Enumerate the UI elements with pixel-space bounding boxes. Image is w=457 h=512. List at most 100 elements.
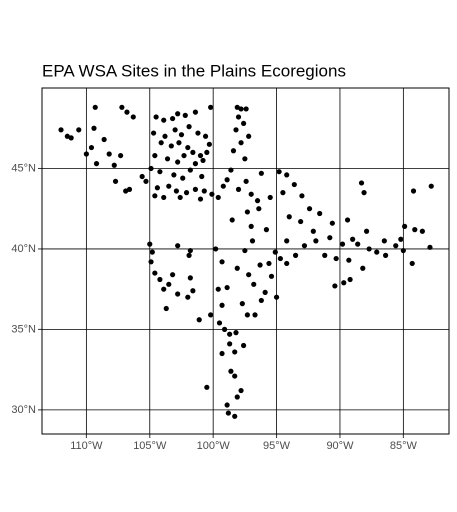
site-point: [83, 151, 89, 157]
site-point: [263, 227, 270, 233]
site-point: [224, 402, 230, 408]
site-point: [190, 288, 196, 294]
site-point: [215, 194, 221, 201]
site-point: [277, 255, 283, 262]
site-point: [88, 144, 95, 151]
site-point: [220, 183, 226, 189]
x-tick-label: 95°W: [263, 440, 291, 452]
site-point: [192, 186, 199, 192]
site-point: [400, 247, 406, 254]
site-point: [301, 243, 308, 249]
site-point: [306, 206, 313, 212]
site-point: [206, 141, 212, 147]
site-point: [161, 117, 167, 123]
x-tick-label: 85°W: [390, 440, 418, 452]
site-point: [178, 132, 185, 138]
x-tick-label: 100°W: [197, 440, 231, 452]
site-point: [412, 227, 418, 233]
site-point: [101, 136, 107, 143]
site-point: [229, 217, 235, 223]
site-point: [280, 190, 286, 196]
site-point: [266, 260, 272, 267]
site-point: [339, 241, 346, 247]
site-point: [149, 249, 155, 255]
site-point: [268, 273, 275, 279]
site-point: [158, 140, 164, 146]
site-point: [186, 252, 192, 258]
site-point: [273, 294, 280, 300]
site-point: [381, 238, 387, 244]
site-point: [204, 149, 210, 155]
site-point: [262, 289, 268, 295]
site-point: [166, 281, 172, 287]
site-point: [183, 190, 190, 196]
site-point: [238, 140, 244, 146]
site-point: [192, 161, 199, 167]
site-point: [322, 252, 328, 258]
site-point: [169, 272, 176, 278]
site-point: [148, 259, 154, 265]
site-point: [332, 283, 338, 289]
site-point: [187, 275, 193, 281]
site-point: [152, 193, 158, 199]
site-point: [92, 104, 98, 110]
site-point: [187, 247, 193, 254]
site-point: [341, 280, 347, 286]
site-point: [327, 235, 333, 241]
site-point: [233, 127, 239, 133]
x-tick-label: 90°W: [326, 440, 354, 452]
site-point: [161, 286, 167, 292]
site-point: [197, 152, 204, 159]
site-point: [227, 341, 233, 347]
site-point: [175, 243, 181, 249]
site-point: [242, 156, 248, 162]
site-point: [209, 191, 215, 197]
y-tick-label: 45°N: [11, 162, 36, 174]
site-point: [196, 317, 202, 323]
site-point: [243, 106, 249, 112]
site-point: [228, 167, 234, 173]
site-point: [291, 181, 297, 188]
y-tick-label: 30°N: [11, 404, 36, 416]
site-point: [147, 241, 153, 247]
site-point: [224, 177, 230, 183]
site-point: [157, 276, 163, 283]
site-point: [355, 241, 361, 247]
site-point: [215, 286, 221, 292]
site-point: [153, 114, 159, 120]
site-point: [168, 143, 174, 149]
site-point: [175, 111, 181, 117]
site-point: [276, 169, 282, 175]
site-point: [143, 178, 149, 184]
site-point: [208, 104, 214, 110]
site-point: [172, 127, 178, 133]
site-point: [251, 281, 257, 287]
site-point: [195, 130, 201, 136]
site-point: [91, 125, 97, 131]
site-point: [284, 172, 290, 178]
site-point: [202, 133, 209, 139]
site-point: [258, 297, 264, 304]
site-point: [346, 257, 352, 263]
site-point: [238, 387, 244, 394]
site-point: [93, 161, 100, 167]
site-point: [148, 165, 154, 172]
site-point: [169, 115, 176, 122]
site-point: [176, 140, 182, 146]
site-point: [242, 247, 248, 254]
site-point: [428, 183, 434, 189]
site-point: [190, 149, 196, 155]
site-point: [419, 228, 425, 234]
site-point: [398, 236, 404, 242]
site-point: [139, 173, 145, 180]
site-point: [111, 162, 117, 168]
site-point: [254, 198, 261, 204]
site-point: [374, 249, 380, 255]
site-point: [199, 173, 205, 180]
site-point: [299, 193, 305, 199]
site-point: [166, 183, 172, 189]
site-point: [363, 228, 370, 234]
site-point: [181, 152, 187, 159]
y-tick-label: 35°N: [11, 323, 36, 335]
